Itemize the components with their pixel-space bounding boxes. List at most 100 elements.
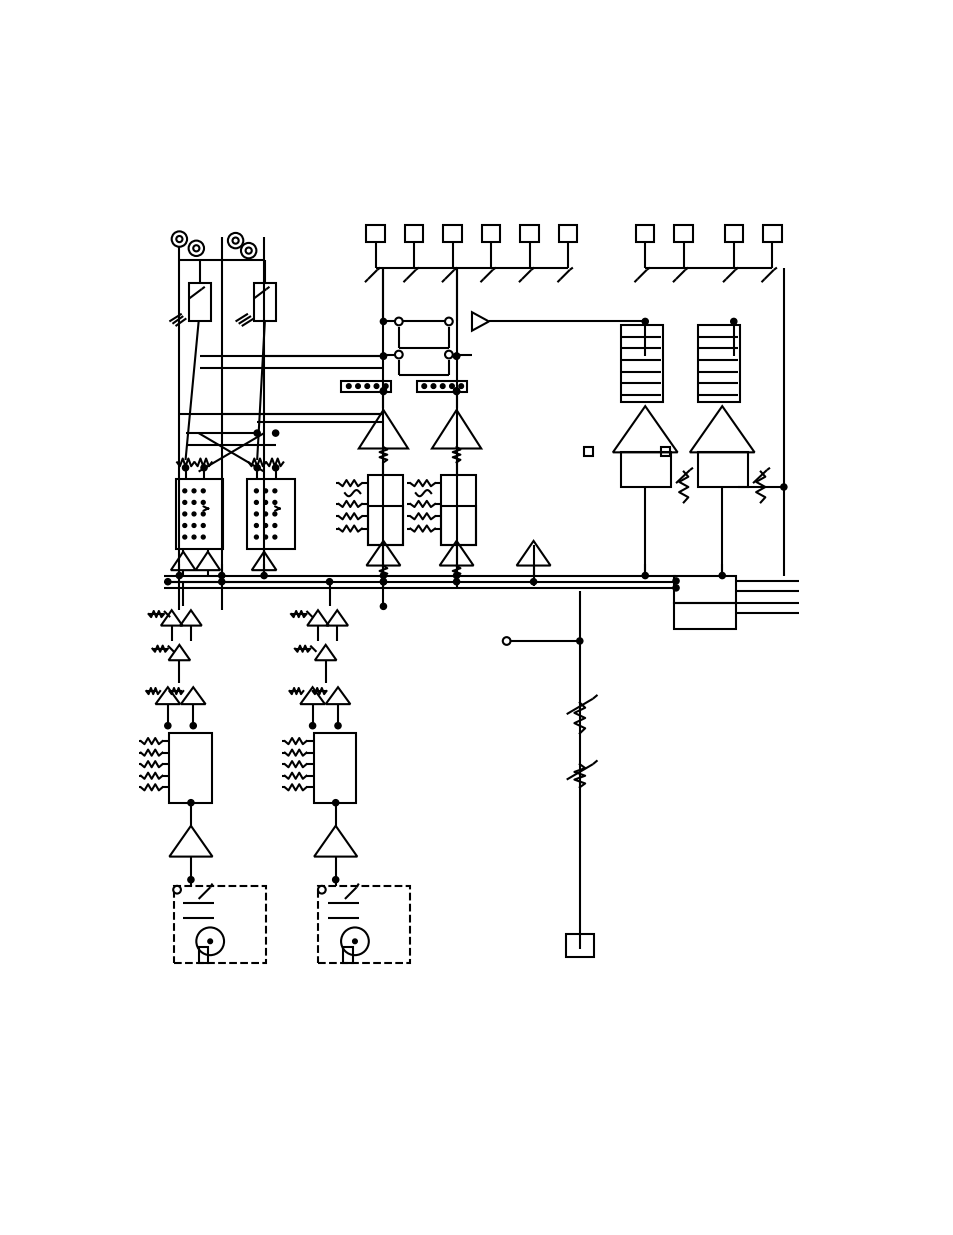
Circle shape [780, 484, 786, 490]
Circle shape [374, 384, 378, 389]
Bar [697, 325, 740, 403]
Circle shape [346, 384, 351, 389]
Circle shape [380, 319, 386, 325]
Circle shape [335, 722, 341, 729]
Circle shape [201, 489, 205, 493]
Circle shape [449, 384, 454, 389]
Circle shape [273, 489, 276, 493]
Circle shape [380, 353, 386, 359]
Circle shape [365, 384, 369, 389]
Circle shape [193, 246, 199, 252]
Bar [520, 225, 538, 242]
Bar [697, 452, 747, 487]
Bar [366, 225, 385, 242]
Bar [368, 475, 402, 545]
Bar [343, 947, 353, 963]
Bar [314, 734, 356, 803]
Circle shape [458, 384, 463, 389]
Bar [674, 576, 736, 603]
Circle shape [719, 573, 724, 579]
Circle shape [395, 351, 402, 358]
Circle shape [273, 524, 276, 527]
Circle shape [309, 722, 315, 729]
Circle shape [453, 353, 459, 359]
Circle shape [183, 535, 187, 538]
Circle shape [254, 489, 258, 493]
Circle shape [380, 603, 386, 609]
Circle shape [453, 579, 459, 585]
Bar [253, 283, 275, 321]
Bar [620, 452, 670, 487]
Circle shape [672, 585, 679, 592]
Circle shape [253, 464, 260, 471]
Circle shape [172, 231, 187, 247]
Circle shape [453, 573, 459, 579]
Circle shape [380, 579, 386, 585]
Circle shape [421, 384, 426, 389]
Circle shape [333, 877, 338, 883]
Circle shape [577, 638, 582, 645]
Circle shape [165, 579, 171, 585]
Circle shape [176, 236, 182, 242]
Circle shape [208, 939, 213, 944]
Circle shape [192, 500, 195, 504]
Circle shape [254, 535, 258, 538]
Circle shape [201, 524, 205, 527]
Circle shape [218, 579, 225, 585]
Circle shape [190, 722, 196, 729]
Bar [198, 947, 208, 963]
Circle shape [383, 384, 388, 389]
Circle shape [453, 353, 459, 359]
Bar [341, 380, 391, 391]
Circle shape [183, 489, 187, 493]
Bar [247, 479, 294, 548]
Circle shape [355, 384, 360, 389]
Bar [405, 225, 423, 242]
Circle shape [317, 885, 325, 894]
Bar [636, 225, 654, 242]
Circle shape [273, 513, 276, 516]
Circle shape [201, 535, 205, 538]
Circle shape [254, 500, 258, 504]
Circle shape [333, 799, 338, 805]
Bar [659, 447, 669, 456]
Circle shape [431, 384, 436, 389]
Circle shape [188, 799, 193, 805]
Circle shape [273, 535, 276, 538]
Bar [175, 479, 223, 548]
Circle shape [453, 388, 459, 394]
Circle shape [502, 637, 510, 645]
Circle shape [189, 241, 204, 256]
Bar [674, 225, 692, 242]
Bar [723, 225, 742, 242]
Bar [620, 325, 662, 403]
Circle shape [263, 500, 267, 504]
Circle shape [201, 500, 205, 504]
Circle shape [201, 513, 205, 516]
Circle shape [254, 524, 258, 527]
Circle shape [201, 464, 207, 471]
Circle shape [353, 939, 356, 944]
Bar [416, 380, 466, 391]
Circle shape [183, 500, 187, 504]
Circle shape [241, 243, 256, 258]
Circle shape [263, 535, 267, 538]
Bar [170, 734, 212, 803]
Circle shape [326, 579, 333, 585]
Bar [762, 225, 781, 242]
Circle shape [263, 513, 267, 516]
Circle shape [192, 513, 195, 516]
Circle shape [254, 513, 258, 516]
Circle shape [380, 573, 386, 579]
Circle shape [261, 573, 267, 579]
Circle shape [273, 430, 278, 436]
Circle shape [444, 351, 453, 358]
Bar [190, 283, 211, 321]
Bar [583, 447, 592, 456]
Bar [558, 225, 577, 242]
Circle shape [530, 579, 537, 585]
Circle shape [395, 317, 402, 325]
Circle shape [192, 524, 195, 527]
Circle shape [273, 464, 278, 471]
Bar [674, 603, 736, 630]
